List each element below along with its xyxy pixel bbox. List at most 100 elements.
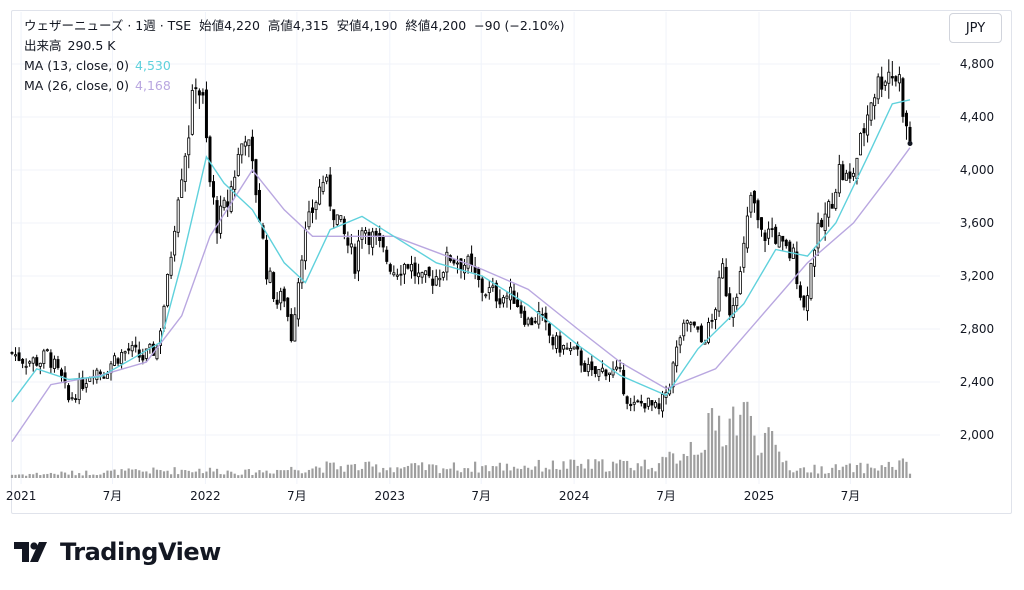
candle-body [685,320,689,324]
candle-body [441,272,445,278]
volume-bar [162,471,166,478]
candle-body [742,242,746,268]
candle-body [282,288,286,302]
volume-bar [438,473,441,478]
volume-bar [109,470,113,478]
volume-bar [710,408,714,478]
candle-body [848,171,852,179]
volume-bar [541,471,544,478]
candle-body [466,255,470,269]
volume-bar [548,469,551,478]
candle-body [381,235,385,248]
volume-bar [887,461,890,478]
candle-body [275,299,279,305]
candle-body [533,320,537,323]
candle-body [862,128,866,134]
volume-bar [604,471,608,478]
volume-bar [838,470,841,478]
candle-body [866,114,870,136]
candle-body [367,231,371,245]
volume-bar [749,415,752,478]
volume-bar [155,469,159,478]
candle-body [583,362,587,372]
volume-bar [509,470,512,478]
volume-bar [63,472,67,478]
volume-bar [413,463,417,478]
volume-bar [703,449,707,478]
ma13-legend-row[interactable]: MA (13, close, 0) 4,530 [24,56,564,76]
candle-body [410,263,413,272]
candle-body [388,264,392,272]
candle-body [636,400,640,403]
candle-body [470,253,474,266]
candle-body [661,394,665,412]
volume-bar [421,462,424,478]
candle-body [830,203,834,209]
volume-bar [739,414,742,478]
volume-bar [580,463,583,478]
volume-bar [219,474,222,478]
volume-bar [177,474,180,478]
candle-body [798,285,802,298]
volume-bar [544,467,547,478]
candle-body [240,143,244,156]
close-label: 終値 [405,18,431,33]
volume-bar [131,469,134,478]
candle-body [346,237,350,246]
volume-bar [689,441,692,478]
volume-bar [505,463,509,478]
candle-body [738,271,742,295]
volume-bar [845,464,848,478]
candle-body [593,366,597,374]
candle-body [293,314,297,342]
candle-body [257,189,261,222]
volume-bar [898,460,901,478]
ma26-legend-row[interactable]: MA (26, close, 0) 4,168 [24,76,564,96]
volume-bar [233,473,236,478]
candle-body [820,219,824,228]
x-tick-label: 2025 [744,489,775,503]
volume-bar [314,466,318,478]
volume-bar [565,468,569,478]
volume-bar [908,473,912,478]
candle-body [134,344,138,348]
volume-bar [346,464,349,478]
tradingview-wordmark: TradingView [60,538,221,566]
candle-body [452,259,456,264]
volume-bar [640,466,643,478]
candle-body [721,263,725,279]
volume-bar [272,473,275,478]
candle-body [215,200,219,234]
volume-bar [788,470,791,478]
candle-body [353,246,357,274]
candle-body [56,359,60,368]
candle-body [883,81,887,86]
candle-body [42,350,46,364]
candle-body [212,181,216,198]
volume-bar [106,470,109,478]
volume-bar [686,456,689,478]
volume-bar [39,475,42,478]
volume-bar [10,474,14,478]
candle-body [498,298,502,305]
candle-body [639,400,643,404]
candle-body [402,263,406,275]
volume-bar [816,473,820,478]
volume-bar [406,465,410,478]
candle-body [530,317,534,326]
volume-bar [901,458,905,478]
y-tick-label: 4,400 [960,110,994,124]
currency-button[interactable]: JPY [949,13,1002,43]
tradingview-logo[interactable]: TradingView [14,538,221,566]
candle-body [120,352,124,365]
volume-bar [367,461,371,478]
candle-body [760,217,764,230]
volume-bar [283,470,286,478]
volume-bar [873,468,876,478]
candle-body [208,136,212,183]
candle-body [38,362,42,367]
candle-body [190,90,194,135]
volume-bar [827,473,830,478]
volume-bar [774,444,777,478]
